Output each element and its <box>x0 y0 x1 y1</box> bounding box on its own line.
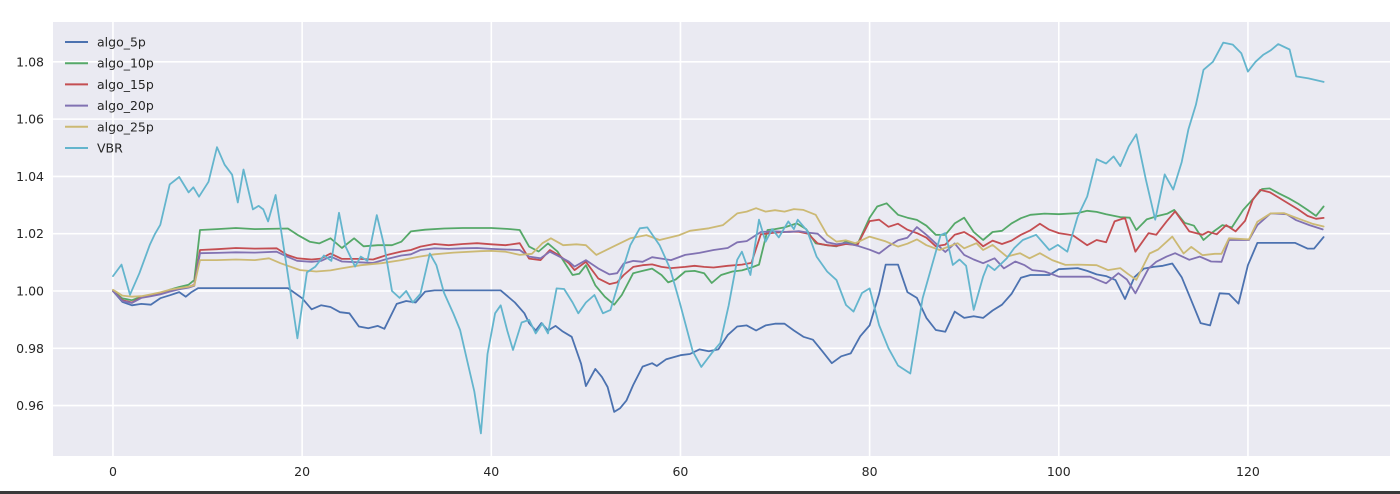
series-line-algo_25p <box>112 207 1325 298</box>
series-line-VBR <box>112 41 1325 435</box>
legend-label-algo_25p: algo_25p <box>97 119 154 134</box>
x-tick-label: 100 <box>1047 464 1071 479</box>
y-tick-label: 1.08 <box>16 54 44 69</box>
x-tick-label: 60 <box>672 464 688 479</box>
legend-label-VBR: VBR <box>97 141 123 156</box>
y-tick-label: 0.98 <box>16 341 44 356</box>
y-tick-label: 1.00 <box>16 283 44 298</box>
y-tick-label: 1.02 <box>16 226 44 241</box>
x-tick-label: 80 <box>862 464 878 479</box>
y-tick-label: 0.96 <box>16 398 44 413</box>
y-tick-label: 1.04 <box>16 169 44 184</box>
series-line-algo_5p <box>112 236 1325 413</box>
x-tick-label: 40 <box>483 464 499 479</box>
series-line-algo_10p <box>112 187 1325 306</box>
legend-label-algo_5p: algo_5p <box>97 35 146 50</box>
x-tick-label: 0 <box>109 464 117 479</box>
x-tick-label: 20 <box>294 464 310 479</box>
series-line-algo_15p <box>112 189 1325 304</box>
x-tick-label: 120 <box>1236 464 1260 479</box>
plot-area <box>53 22 1390 456</box>
legend-label-algo_20p: algo_20p <box>97 98 154 113</box>
legend-label-algo_15p: algo_15p <box>97 77 154 92</box>
window-bottom-edge <box>0 491 1400 494</box>
legend-label-algo_10p: algo_10p <box>97 56 154 71</box>
y-tick-label: 1.06 <box>16 112 44 127</box>
